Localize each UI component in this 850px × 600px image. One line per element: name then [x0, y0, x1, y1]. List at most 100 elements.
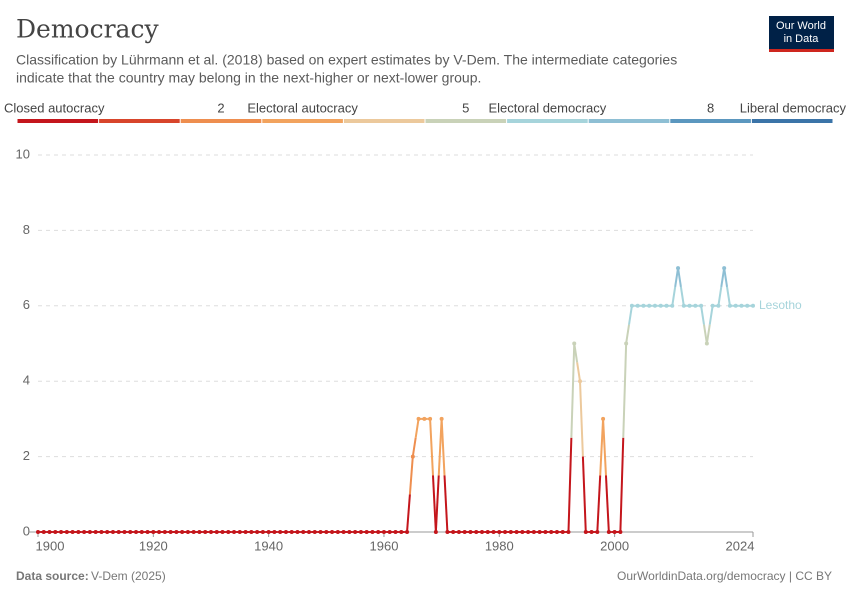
point	[629, 303, 634, 308]
legend-label: Liberal democracy	[740, 100, 847, 115]
legend-swatch	[751, 119, 833, 123]
point	[514, 530, 519, 534]
point	[606, 530, 611, 534]
point	[491, 530, 496, 534]
point	[87, 530, 92, 534]
line-segment	[619, 437, 625, 533]
point	[497, 530, 502, 534]
line-segment	[677, 267, 682, 288]
point	[82, 530, 87, 534]
point	[353, 530, 358, 534]
point	[751, 303, 755, 308]
source[interactable]: V-Dem (2025)	[91, 569, 166, 583]
x-tick-label: 1960	[370, 538, 399, 553]
point	[733, 303, 738, 308]
legend-label: 5	[462, 100, 469, 115]
point	[232, 530, 237, 534]
point	[560, 530, 565, 534]
point	[116, 530, 121, 534]
point	[612, 530, 617, 534]
x-tick-label: 1900	[36, 538, 65, 553]
point	[370, 530, 375, 534]
y-tick-label: 8	[23, 222, 30, 237]
point	[710, 303, 715, 308]
point	[722, 266, 727, 271]
point	[237, 530, 242, 534]
point	[76, 530, 81, 534]
point	[324, 530, 329, 534]
line-segment	[576, 362, 582, 382]
point	[185, 530, 190, 534]
point	[589, 530, 594, 534]
point	[508, 530, 513, 534]
line-segment	[429, 418, 434, 476]
point	[583, 530, 588, 534]
x-tick-label: 1920	[139, 538, 168, 553]
line-segment	[567, 437, 573, 533]
point	[47, 530, 52, 534]
point	[664, 303, 669, 308]
point	[220, 530, 225, 534]
line-segment	[726, 286, 731, 306]
line-segment	[579, 381, 584, 457]
y-tick-label: 6	[23, 297, 30, 312]
point	[301, 530, 306, 534]
point	[618, 530, 623, 534]
y-tick-label: 2	[23, 448, 30, 463]
point	[53, 530, 58, 534]
legend-label: Electoral democracy	[489, 100, 607, 115]
point	[681, 303, 686, 308]
point	[416, 416, 421, 421]
point	[595, 530, 600, 534]
point	[226, 530, 231, 534]
logo-text: in Data	[784, 33, 820, 45]
legend-swatch	[588, 119, 670, 123]
point	[255, 530, 260, 534]
point	[526, 530, 531, 534]
point	[330, 530, 335, 534]
y-tick-label: 0	[23, 523, 30, 538]
point	[191, 530, 196, 534]
point	[122, 530, 127, 534]
point	[572, 341, 577, 346]
point	[578, 379, 583, 384]
line-segment	[708, 305, 714, 325]
point	[358, 530, 363, 534]
point	[283, 530, 288, 534]
point	[64, 530, 69, 534]
point	[128, 530, 133, 534]
point	[381, 530, 386, 534]
logo-box[interactable]	[769, 16, 834, 49]
point	[566, 530, 571, 534]
legend-swatch	[425, 119, 507, 123]
series-label: Lesotho	[759, 298, 802, 312]
point	[503, 530, 508, 534]
line-segment	[622, 343, 628, 438]
line-segment	[570, 343, 576, 438]
point	[635, 303, 640, 308]
point	[208, 530, 213, 534]
point	[451, 530, 456, 534]
line-segment	[671, 286, 677, 306]
line-segment	[443, 475, 449, 533]
point	[693, 303, 698, 308]
point	[249, 530, 254, 534]
chart-title: Democracy	[16, 15, 159, 44]
line-segment	[411, 437, 417, 457]
point	[134, 530, 139, 534]
point	[537, 530, 542, 534]
point	[36, 530, 40, 534]
x-tick-label: 2024	[726, 538, 755, 553]
point	[716, 303, 721, 308]
x-tick-label: 1980	[485, 538, 514, 553]
legend-label: Electoral autocracy	[247, 100, 358, 115]
point	[295, 530, 300, 534]
point	[70, 530, 75, 534]
point	[41, 530, 46, 534]
url[interactable]: OurWorldinData.org/democracy | CC BY	[617, 569, 832, 583]
point	[624, 341, 629, 346]
source-label: Data source:	[16, 569, 89, 583]
point	[174, 530, 179, 534]
point	[243, 530, 248, 534]
point	[93, 530, 98, 534]
